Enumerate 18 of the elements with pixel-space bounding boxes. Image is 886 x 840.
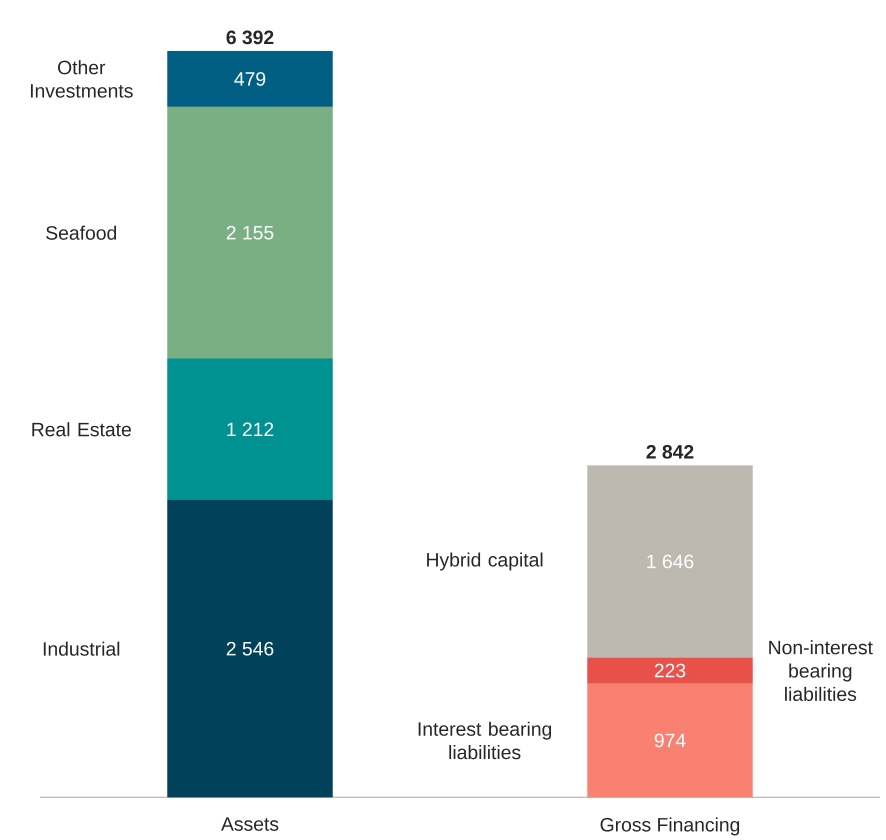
- series-label: Non-interest bearing liabilities: [769, 640, 873, 702]
- text: Seafood: [46, 226, 116, 240]
- data-label: 2 155: [226, 226, 274, 240]
- x-tick-label: Assets: [221, 817, 278, 831]
- text: Hybrid capital: [427, 552, 542, 570]
- series-label: Interest bearing liabilities: [418, 722, 552, 760]
- data-label: 1 212: [227, 422, 274, 436]
- series-label: Other Investments: [30, 60, 133, 98]
- total-label: 6 392: [226, 30, 274, 44]
- x-tick-label: Gross Financing: [600, 817, 740, 836]
- text: Industrial: [44, 642, 120, 656]
- data-label: 974: [654, 734, 686, 748]
- data-label: 223: [654, 664, 686, 678]
- series-label: Real Estate: [32, 422, 131, 436]
- data-label: 2 546: [226, 642, 274, 656]
- data-label: 479: [234, 72, 266, 86]
- data-label: 1 646: [647, 554, 694, 568]
- total-label: 2 842: [646, 444, 694, 459]
